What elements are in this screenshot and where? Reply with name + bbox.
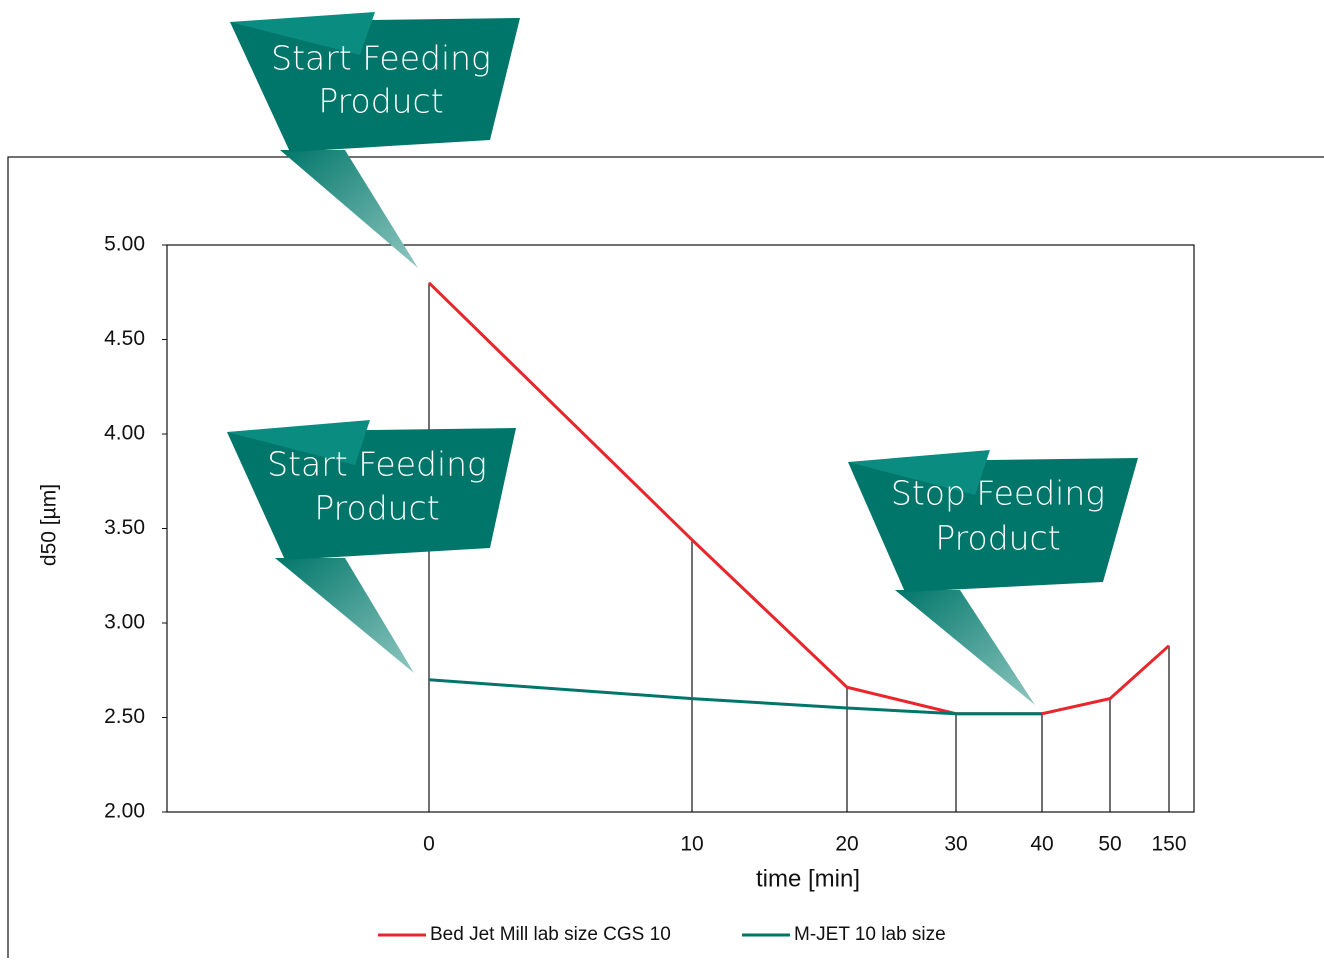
callout-text: Start Feeding	[271, 39, 491, 78]
callout-text: Product	[318, 82, 443, 121]
x-tick-label: 30	[944, 833, 967, 856]
x-tick-label: 0	[423, 833, 435, 856]
x-tick-label: 10	[680, 833, 703, 856]
y-axis-title: d50 [µm]	[38, 484, 61, 566]
y-tick-label: 4.50	[104, 327, 145, 350]
callout-text: Start Feeding	[267, 445, 487, 484]
callout-text: Product	[935, 519, 1060, 558]
y-tick-label: 3.50	[104, 516, 145, 539]
callout	[227, 420, 516, 673]
y-tick-label: 2.50	[104, 705, 145, 728]
x-tick-label: 20	[835, 833, 858, 856]
x-tick-label: 40	[1030, 833, 1053, 856]
x-tick-label: 50	[1098, 833, 1121, 856]
callout-text: Product	[314, 489, 439, 528]
legend-label: Bed Jet Mill lab size CGS 10	[430, 924, 671, 945]
y-tick-label: 2.00	[104, 800, 145, 823]
x-tick-label: 150	[1151, 833, 1186, 856]
callout	[230, 12, 520, 268]
y-tick-label: 4.00	[104, 422, 145, 445]
series-line	[428, 678, 1042, 716]
chart-frame	[7, 156, 1324, 963]
y-tick-label: 5.00	[104, 233, 145, 256]
x-axis-title: time [min]	[756, 865, 860, 892]
y-tick-label: 3.00	[104, 611, 145, 634]
callout	[848, 450, 1138, 705]
legend-label: M-JET 10 lab size	[794, 924, 946, 945]
callout-text: Stop Feeding	[891, 474, 1105, 513]
